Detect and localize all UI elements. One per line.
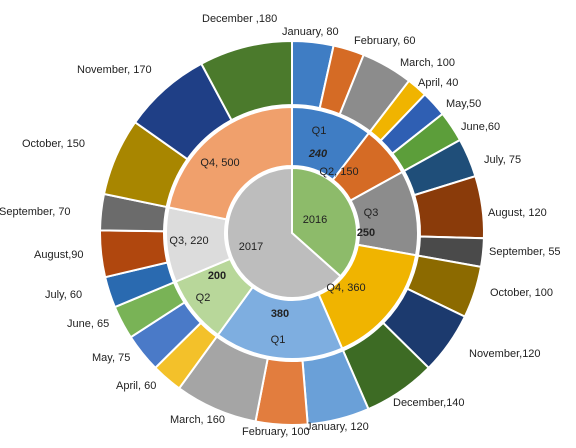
month-label-october-150-21: October, 150 xyxy=(22,138,85,150)
month-label-september-70-20: September, 70 xyxy=(0,206,71,218)
month-ring xyxy=(99,39,485,426)
month-label-may-75-16: May, 75 xyxy=(92,352,130,364)
quarter-label-2016-q4-360: Q4, 360 xyxy=(326,282,365,294)
month-label-july-60-18: July, 60 xyxy=(45,289,82,301)
quarter-label-2016-q2-150: Q2, 150 xyxy=(319,166,358,178)
quarter-ring xyxy=(165,105,419,360)
year-ring xyxy=(226,166,358,299)
month-label-august-120-7: August, 120 xyxy=(488,207,547,219)
month-label-march-100-2: March, 100 xyxy=(400,57,455,69)
month-label-march-160-14: March, 160 xyxy=(170,414,225,426)
labels: 2016 2017 Q1 240 Q2, 150 Q3 250 Q4, 360 Q1 380 Q2 2… xyxy=(0,13,561,438)
month-label-april-40-3: April, 40 xyxy=(418,77,458,89)
month-label-june-60-5: June,60 xyxy=(461,121,500,133)
month-label-november-120-10: November,120 xyxy=(469,348,541,360)
month-label-november-170-22: November, 170 xyxy=(77,64,152,76)
month-label-february-60-1: February, 60 xyxy=(354,35,416,47)
quarter-value-2016-q3: 250 xyxy=(357,227,375,239)
month-label-may-50-4: May,50 xyxy=(446,98,481,110)
month-label-august-90-19: August,90 xyxy=(34,249,84,261)
month-label-january-120-12: January, 120 xyxy=(306,421,369,433)
month-label-september-55-8: September, 55 xyxy=(489,246,561,258)
year-label-2016: 2016 xyxy=(303,214,327,226)
quarter-label-2016-q3: Q3 xyxy=(364,207,379,219)
year-slice-2017 xyxy=(226,166,342,299)
month-label-june-65-17: June, 65 xyxy=(67,318,109,330)
month-label-december-140-11: December,140 xyxy=(393,397,465,409)
month-label-april-60-15: April, 60 xyxy=(116,380,156,392)
quarter-value-2016-q1: 240 xyxy=(308,148,328,160)
month-label-february-100-13: February, 100 xyxy=(242,426,310,438)
quarter-value-2017-q2: 200 xyxy=(208,270,226,282)
quarter-label-2017-q3-220: Q3, 220 xyxy=(169,235,208,247)
quarter-label-2017-q4-500: Q4, 500 xyxy=(200,157,239,169)
quarter-slice-2017-q4-500 xyxy=(167,105,293,221)
quarter-value-2017-q1: 380 xyxy=(271,308,289,320)
quarter-label-2017-q2: Q2 xyxy=(196,292,211,304)
month-label-july-75-6: July, 75 xyxy=(484,154,521,166)
month-label-october-100-9: October, 100 xyxy=(490,287,553,299)
month-label-december-180-23: December ,180 xyxy=(202,13,277,25)
quarter-label-2017-q1: Q1 xyxy=(271,334,286,346)
year-label-2017: 2017 xyxy=(239,241,263,253)
month-label-january-80-0: January, 80 xyxy=(282,26,339,38)
quarter-label-2016-q1: Q1 xyxy=(312,125,327,137)
month-slice-december-180 xyxy=(199,39,293,122)
year-slice-2016 xyxy=(291,166,358,278)
